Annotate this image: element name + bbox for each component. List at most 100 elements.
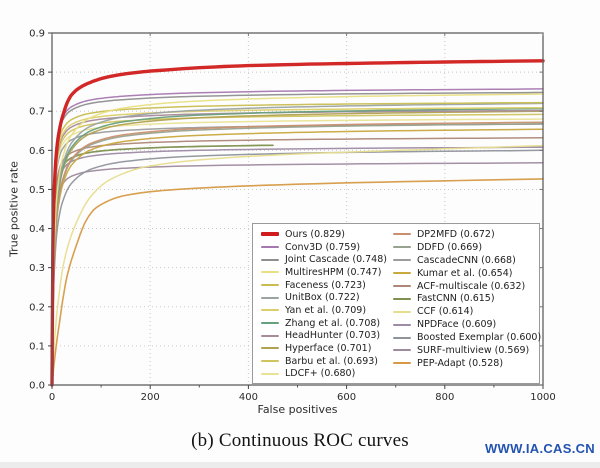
legend-item-label: NPDFace (0.609) <box>416 319 497 331</box>
watermark-text: WWW.IA.CAS.CN <box>484 441 595 456</box>
legend-swatch <box>392 246 411 249</box>
legend-item-dp2mfd: DP2MFD (0.672) <box>392 228 541 241</box>
legend-item-label: ACF-multiscale (0.632) <box>416 280 526 292</box>
legend-item-label: PEP-Adapt (0.528) <box>416 357 504 369</box>
legend: Ours (0.829) Conv3D (0.759) Joint Cascade … <box>252 223 542 384</box>
x-tick-label: 600 <box>337 392 356 403</box>
legend-item-surf-multiview: SURF-multiview (0.569) <box>392 344 541 357</box>
x-tick-label: 200 <box>141 392 160 403</box>
legend-item-boosted-exemplar: Boosted Exemplar (0.600) <box>392 331 542 344</box>
legend-item-label: Conv3D (0.759) <box>285 241 361 253</box>
curve-ours <box>50 59 545 387</box>
legend-item-ddfd: DDFD (0.669) <box>392 241 541 254</box>
legend-swatch <box>261 246 279 248</box>
y-tick-label: 0.8 <box>29 68 45 79</box>
legend-item-pep-adapt: PEP-Adapt (0.528) <box>392 357 541 370</box>
legend-item-label: Yan et al. (0.709) <box>285 304 367 316</box>
legend-item-hyperface: Hyperface (0.701) <box>261 342 387 355</box>
legend-item-label: Kumar et al. (0.654) <box>416 267 513 279</box>
legend-item-cascadecnn: CascadeCNN (0.668) <box>392 254 541 267</box>
legend-swatch <box>261 360 279 363</box>
y-tick-label: 0.7 <box>29 107 45 118</box>
legend-item-conv3d: Conv3D (0.759) <box>261 241 387 254</box>
x-tick-label: 400 <box>239 392 258 403</box>
legend-item-label: DP2MFD (0.672) <box>416 228 495 240</box>
legend-item-label: Faceness (0.723) <box>285 279 366 291</box>
y-tick-label: 0.2 <box>29 302 45 313</box>
legend-swatch <box>261 309 279 312</box>
legend-item-fastcnn: FastCNN (0.615) <box>392 292 541 305</box>
axis-ticks <box>48 32 544 389</box>
legend-item-label: Joint Cascade (0.748) <box>285 254 387 266</box>
y-tick-label: 0.4 <box>29 224 45 235</box>
legend-item-label: MultiresHPM (0.747) <box>285 266 382 278</box>
x-tick-label: 1000 <box>530 392 555 403</box>
legend-item-headhunter: HeadHunter (0.703) <box>261 329 387 342</box>
legend-swatch <box>261 334 279 337</box>
y-tick-label: 0.1 <box>29 341 45 352</box>
legend-item-label: HeadHunter (0.703) <box>285 330 381 342</box>
figure-caption: (b) Continuous ROC curves <box>191 430 409 451</box>
legend-item-faceness: Faceness (0.723) <box>261 279 387 292</box>
legend-swatch <box>261 232 279 237</box>
legend-item-joint-cascade: Joint Cascade (0.748) <box>261 253 387 266</box>
legend-item-barbu-et-al: Barbu et al. (0.693) <box>261 355 387 368</box>
legend-item-label: Barbu et al. (0.693) <box>285 355 379 367</box>
curve-ccf <box>51 144 544 386</box>
legend-swatch <box>392 362 411 365</box>
legend-item-label: FastCNN (0.615) <box>416 293 495 305</box>
legend-item-label: CascadeCNN (0.668) <box>416 254 516 266</box>
legend-item-unitbox: UnitBox (0.722) <box>261 291 387 304</box>
legend-swatch <box>261 372 279 375</box>
legend-item-multireshpm: MultiresHPM (0.747) <box>261 266 387 279</box>
legend-column-1: Ours (0.829) Conv3D (0.759) Joint Cascade … <box>261 228 387 380</box>
legend-item-ldcf: LDCF+ (0.680) <box>261 367 387 380</box>
roc-curves <box>50 59 545 387</box>
legend-item-zhang-et-al: Zhang et al. (0.708) <box>261 317 387 330</box>
legend-item-yan-et-al: Yan et al. (0.709) <box>261 304 387 317</box>
legend-item-label: CCF (0.614) <box>416 306 474 318</box>
y-tick-label: 0.0 <box>29 381 45 392</box>
legend-swatch <box>392 285 411 287</box>
legend-swatch <box>261 258 279 261</box>
legend-item-label: LDCF+ (0.680) <box>285 368 356 380</box>
legend-swatch <box>392 297 411 300</box>
bottom-strip <box>0 462 600 468</box>
legend-item-label: Zhang et al. (0.708) <box>285 317 381 329</box>
y-tick-label: 0.6 <box>29 146 45 157</box>
roc-chart-canvas: 0 200 400 600 800 1000 0.0 0.1 0.2 0.3 0.4 0.5 0.6 0.… <box>29 29 556 404</box>
x-axis-label: False positives <box>257 403 338 416</box>
legend-swatch <box>261 296 279 299</box>
legend-item-kumar-et-al: Kumar et al. (0.654) <box>392 267 541 280</box>
axis-tick-labels: 0 200 400 600 800 1000 0.0 0.1 0.2 0.3 0.4 0.5 0.6 0.… <box>29 29 556 404</box>
legend-swatch <box>392 336 411 339</box>
curve-pep-adapt <box>51 178 544 386</box>
y-tick-label: 0.3 <box>29 263 45 274</box>
legend-item-label: Boosted Exemplar (0.600) <box>416 332 542 344</box>
legend-column-2: DP2MFD (0.672) DDFD (0.669) CascadeCNN (0.… <box>392 228 542 380</box>
legend-swatch <box>392 272 411 275</box>
legend-item-label: UnitBox (0.722) <box>285 292 360 304</box>
legend-swatch <box>392 259 411 262</box>
legend-swatch <box>261 322 279 325</box>
x-tick-label: 0 <box>49 392 55 403</box>
legend-swatch <box>392 323 411 326</box>
legend-item-label: Ours (0.829) <box>285 228 345 240</box>
gridlines <box>52 33 543 385</box>
legend-swatch <box>261 271 279 274</box>
y-axis-label: True positive rate <box>7 161 21 257</box>
legend-item-ours: Ours (0.829) <box>261 228 387 241</box>
legend-item-npdface: NPDFace (0.609) <box>392 318 541 331</box>
legend-swatch <box>392 349 411 352</box>
legend-item-label: DDFD (0.669) <box>416 241 483 253</box>
y-tick-label: 0.9 <box>29 29 45 40</box>
legend-swatch <box>392 310 411 313</box>
curve-fastcnn <box>51 144 274 386</box>
legend-swatch <box>261 347 279 350</box>
y-tick-label: 0.5 <box>29 185 45 196</box>
legend-item-ccf: CCF (0.614) <box>392 305 541 318</box>
legend-item-label: SURF-multiview (0.569) <box>416 344 530 356</box>
x-tick-label: 800 <box>435 392 454 403</box>
legend-item-acf-multiscale: ACF-multiscale (0.632) <box>392 280 541 293</box>
